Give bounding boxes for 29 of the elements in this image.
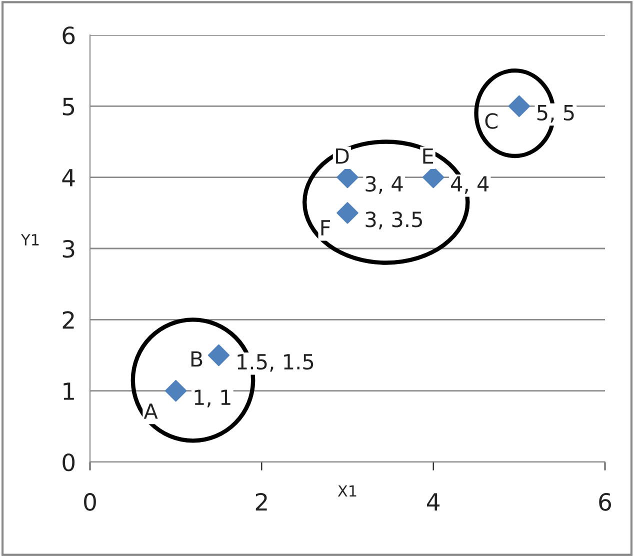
annotation: A — [144, 404, 158, 419]
annotation: D — [336, 148, 349, 164]
data-label: 4, 4 — [451, 176, 489, 194]
data-label: 5, 5 — [537, 105, 574, 123]
y-tick-label: 3 — [62, 240, 74, 258]
x-axis-title: X1 — [338, 485, 356, 496]
data-label: 1, 1 — [194, 390, 230, 408]
point — [164, 380, 187, 402]
point — [422, 166, 444, 188]
data-label: 3, 4 — [366, 176, 403, 194]
y-tick-label: 5 — [62, 98, 74, 116]
y-tick-label: 0 — [62, 453, 75, 472]
annotation: C — [485, 113, 498, 129]
x-tick-label: 2 — [256, 492, 267, 510]
y-tick-label: 4 — [62, 169, 75, 186]
y-tick-label: 1 — [64, 382, 74, 400]
y-tick-label: 6 — [62, 26, 75, 44]
data-label: 3, 3.5 — [366, 212, 422, 230]
x-tick-label: 0 — [84, 492, 96, 511]
x-tick-label: 6 — [599, 492, 612, 511]
data-label: 1.5, 1.5 — [238, 354, 314, 372]
x-tick-label: 4 — [426, 493, 440, 510]
y-axis-title: Y1 — [20, 234, 39, 246]
point — [208, 344, 230, 366]
annotation: F — [321, 220, 330, 236]
annotation: B — [191, 351, 202, 367]
annotation: E — [423, 148, 434, 164]
y-tick-label: 2 — [62, 311, 74, 329]
point — [336, 202, 358, 224]
